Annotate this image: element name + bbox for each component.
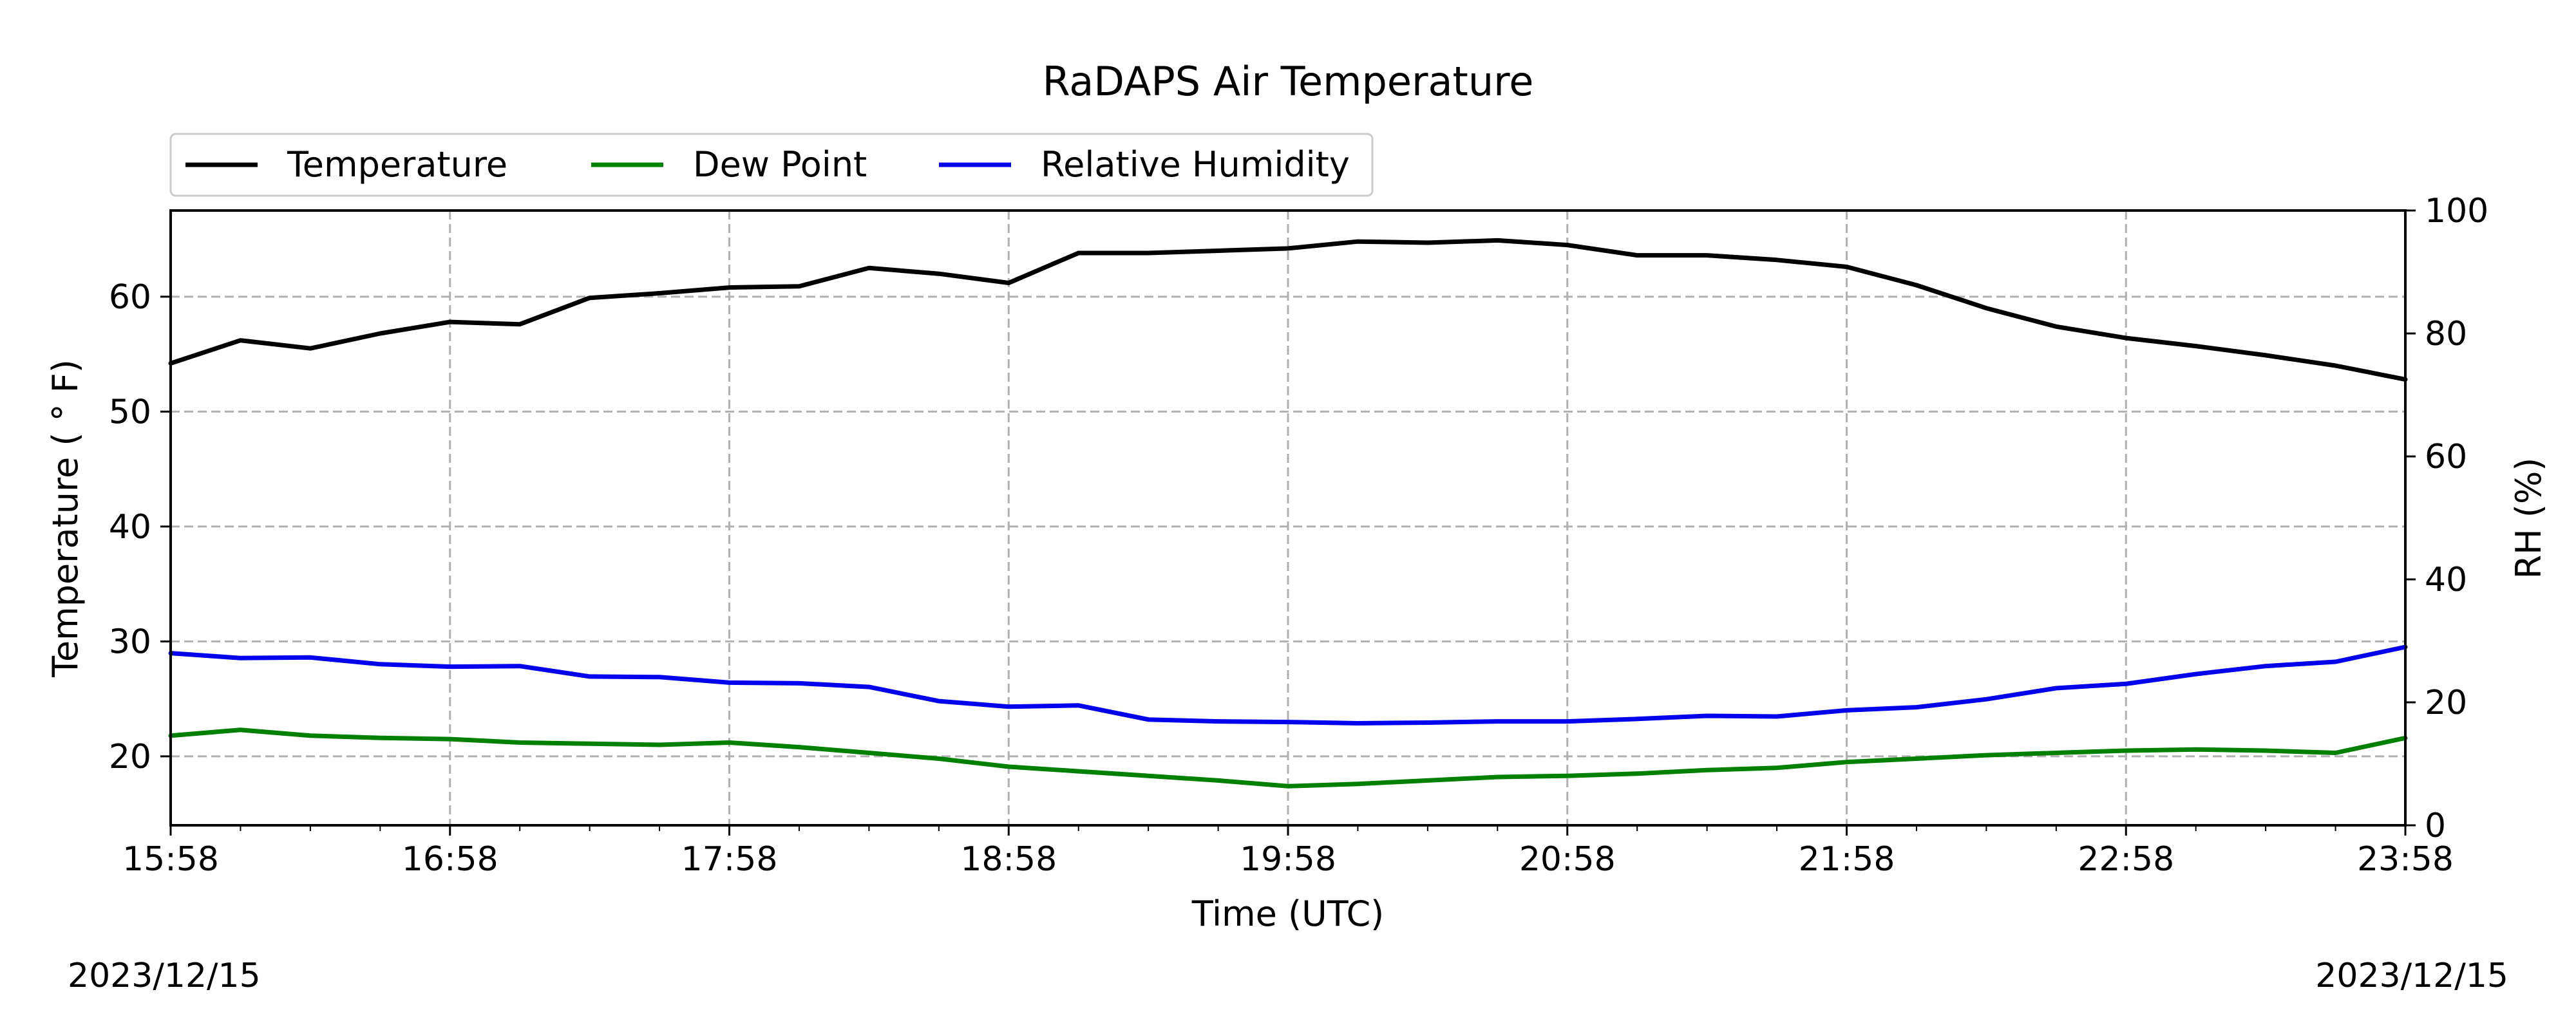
legend-label: Dew Point (693, 144, 867, 185)
series-lines (168, 238, 2408, 789)
legend-label: Relative Humidity (1041, 144, 1350, 185)
x-tick-label: 16:58 (402, 840, 498, 879)
series-line-dew-point (168, 727, 2408, 789)
x-tick-label: 19:58 (1240, 840, 1336, 879)
y2-tick-label: 80 (2425, 315, 2467, 353)
legend-box (169, 133, 1374, 197)
x-axis-label: Time (UTC) (1191, 894, 1385, 934)
y2-tick-label: 40 (2425, 561, 2467, 599)
x-tick-label: 18:58 (960, 840, 1057, 879)
x-tick-label: 15:58 (122, 840, 219, 879)
y-tick-label: 40 (109, 508, 151, 547)
x-tick-label: 20:58 (1519, 840, 1616, 879)
y2-tick-label: 20 (2425, 684, 2467, 722)
x-tick-label: 22:58 (2078, 840, 2174, 879)
y-tick-label: 30 (109, 623, 151, 661)
x-tick-label: 21:58 (1799, 840, 1895, 879)
legend: Temperature Dew Point Relative Humidity (169, 133, 1374, 197)
start-date: 2023/12/15 (68, 957, 261, 995)
y2-tick-label: 100 (2425, 192, 2488, 230)
series-line-relative-humidity (168, 644, 2408, 726)
x-tick-label: 17:58 (681, 840, 778, 879)
x-tick-label: 23:58 (2357, 840, 2454, 879)
end-date: 2023/12/15 (2315, 957, 2508, 995)
gridlines (171, 211, 2405, 825)
y-tick-label: 50 (109, 393, 151, 431)
y-tick-label: 20 (109, 738, 151, 776)
chart-title: RaDAPS Air Temperature (1043, 58, 1534, 105)
series-line-temperature (168, 238, 2408, 382)
y-tick-label: 60 (109, 278, 151, 317)
y-axis-left: 20 30 40 50 60 (109, 278, 171, 776)
y-axis-label: Temperature ( ° F) (45, 359, 86, 678)
y2-tick-label: 60 (2425, 438, 2467, 476)
x-axis: 15:58 16:58 17:58 18:58 19:58 20:58 21:58 22:58… (122, 825, 2454, 879)
y-axis-right: 0 20 40 60 80 100 (2405, 192, 2488, 845)
legend-label: Temperature (287, 144, 507, 185)
y2-tick-label: 0 (2425, 807, 2446, 845)
y2-axis-label: RH (%) (2508, 458, 2549, 579)
